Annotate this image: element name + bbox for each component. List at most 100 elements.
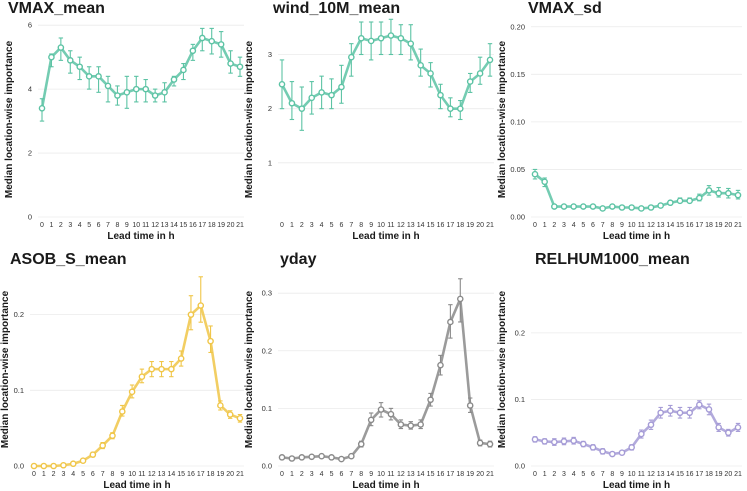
x-tick-label: 9: [620, 471, 624, 478]
data-point: [560, 438, 568, 445]
data-point: [705, 187, 713, 194]
data-point: [696, 401, 703, 409]
data-point: [676, 409, 684, 417]
y-axis-title: Median location-wise importance: [244, 40, 255, 198]
x-tick-label: 21: [236, 471, 244, 478]
data-point: [187, 311, 195, 318]
x-tick-label: 18: [456, 222, 464, 229]
x-tick-label: 21: [236, 222, 244, 229]
data-point: [377, 34, 385, 42]
y-axis-title: Median location-wise importance: [0, 290, 11, 448]
data-point: [95, 73, 102, 80]
data-point: [486, 440, 494, 448]
data-point: [48, 53, 55, 61]
y-tick-label: 0.05: [510, 165, 525, 174]
y-tick-label: 3: [268, 50, 272, 59]
x-tick-label: 16: [187, 471, 195, 478]
data-point: [104, 82, 112, 90]
data-point: [715, 424, 722, 431]
data-point: [609, 450, 616, 458]
x-axis-title: Lead time in h: [603, 480, 670, 491]
data-point: [447, 105, 454, 112]
x-tick-label: 13: [161, 222, 169, 229]
y-axis-title: Median location-wise importance: [497, 290, 508, 448]
y-tick-label: 0.3: [262, 289, 272, 298]
data-point: [580, 440, 587, 448]
data-point: [227, 60, 234, 67]
x-tick-label: 15: [427, 222, 435, 229]
data-point: [456, 105, 464, 112]
x-tick-label: 11: [138, 471, 145, 478]
x-tick-label: 14: [167, 471, 175, 478]
data-point: [676, 197, 684, 205]
data-point: [236, 415, 244, 422]
series-line: [280, 34, 492, 110]
x-tick-label: 8: [610, 471, 614, 478]
x-tick-label: 1: [543, 222, 547, 229]
x-tick-label: 2: [300, 222, 304, 229]
series-line: [281, 297, 491, 461]
x-tick-label: 14: [417, 222, 425, 229]
data-point: [618, 204, 626, 211]
data-point: [158, 365, 165, 373]
x-tick-label: 7: [601, 471, 605, 478]
data-point: [657, 409, 664, 417]
x-tick-label: 10: [377, 471, 385, 478]
data-point: [476, 70, 484, 77]
data-point: [50, 462, 57, 470]
data-point: [589, 203, 597, 210]
x-tick-label: 2: [52, 471, 56, 478]
x-tick-label: 3: [310, 471, 314, 478]
data-point: [427, 70, 434, 77]
x-tick-label: 12: [647, 222, 655, 229]
x-tick-label: 17: [446, 222, 454, 229]
data-point: [486, 56, 494, 64]
x-tick-label: 11: [387, 471, 394, 478]
x-tick-label: 19: [466, 471, 474, 478]
data-point: [161, 89, 168, 96]
x-tick-label: 8: [359, 471, 363, 478]
x-tick-label: 12: [397, 222, 405, 229]
x-tick-label: 0: [533, 471, 537, 478]
x-tick-label: 11: [638, 471, 645, 478]
x-tick-label: 21: [734, 471, 742, 478]
data-point: [609, 203, 616, 210]
data-point: [570, 203, 577, 210]
x-tick-label: 11: [387, 222, 394, 229]
y-tick-label: 2: [28, 149, 32, 158]
panel-title: ASOB_S_mean: [10, 251, 127, 268]
x-tick-label: 6: [97, 222, 101, 229]
data-point: [76, 63, 84, 71]
x-tick-label: 21: [734, 222, 742, 229]
x-tick-label: 5: [81, 471, 85, 478]
x-tick-label: 0: [533, 222, 537, 229]
x-tick-label: 2: [552, 471, 556, 478]
x-tick-label: 9: [125, 222, 129, 229]
data-point: [348, 53, 355, 61]
x-tick-label: 4: [572, 471, 576, 478]
x-tick-label: 5: [330, 222, 334, 229]
data-point: [715, 189, 722, 197]
x-tick-label: 0: [40, 222, 44, 229]
data-point: [734, 424, 742, 431]
data-point: [138, 373, 146, 380]
x-axis-title: Lead time in h: [352, 231, 419, 242]
data-point: [407, 422, 415, 429]
x-tick-label: 7: [101, 471, 105, 478]
data-point: [123, 89, 131, 96]
x-tick-label: 5: [330, 471, 334, 478]
x-tick-label: 1: [290, 471, 294, 478]
data-point: [387, 410, 395, 418]
data-point: [560, 203, 568, 210]
data-point: [551, 203, 558, 210]
data-point: [236, 63, 244, 71]
y-tick-label: 0.10: [510, 117, 525, 126]
x-tick-label: 3: [562, 471, 566, 478]
x-tick-label: 19: [216, 471, 224, 478]
x-tick-label: 12: [151, 222, 159, 229]
data-point: [198, 34, 206, 42]
